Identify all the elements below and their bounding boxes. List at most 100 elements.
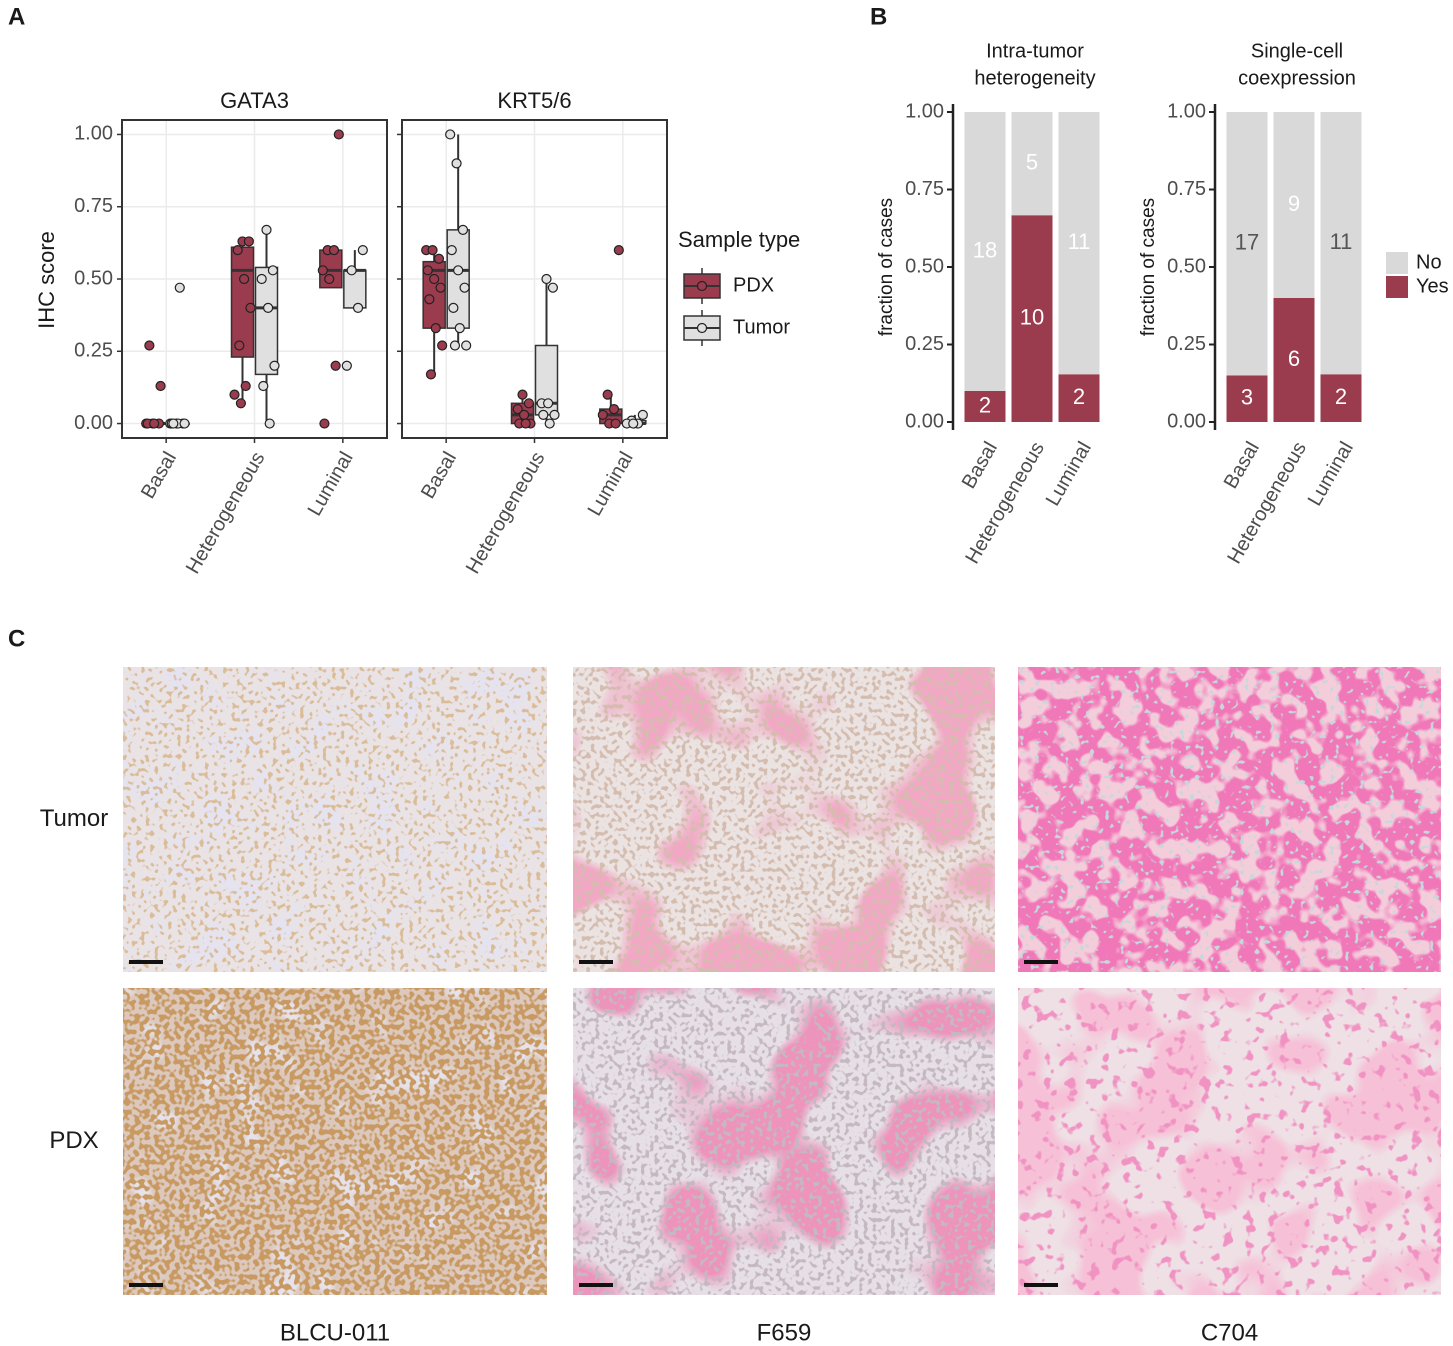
x-tick-label: Basal bbox=[137, 448, 181, 502]
point bbox=[435, 282, 446, 293]
point bbox=[427, 244, 438, 256]
bar-segment bbox=[1273, 112, 1315, 298]
count-label: 11 bbox=[1068, 229, 1091, 254]
point bbox=[538, 409, 549, 420]
point bbox=[264, 418, 275, 429]
point bbox=[149, 418, 160, 429]
bar-segment bbox=[1058, 112, 1100, 375]
point bbox=[243, 236, 254, 247]
point bbox=[267, 265, 278, 276]
scale-bar bbox=[129, 1283, 163, 1287]
point bbox=[445, 129, 456, 140]
point bbox=[547, 282, 559, 293]
x-tick-label: Heterogeneous bbox=[462, 448, 549, 577]
point bbox=[256, 273, 267, 285]
bar-segment bbox=[1058, 374, 1100, 422]
point bbox=[430, 323, 441, 334]
count-label: 3 bbox=[1241, 385, 1253, 410]
column-label: F659 bbox=[757, 1319, 812, 1346]
point bbox=[437, 340, 448, 351]
point bbox=[155, 380, 166, 392]
column-label: C704 bbox=[1201, 1319, 1258, 1346]
scale-bar bbox=[1024, 960, 1058, 964]
micrograph-texture bbox=[123, 988, 547, 1295]
point bbox=[433, 253, 445, 264]
count-label: 5 bbox=[1026, 149, 1038, 174]
micrograph-texture bbox=[573, 988, 995, 1295]
point bbox=[341, 360, 352, 371]
plot-border bbox=[121, 119, 388, 439]
point bbox=[346, 265, 357, 276]
facet-title: KRT5/6 bbox=[497, 88, 571, 113]
point bbox=[330, 360, 341, 371]
point bbox=[179, 418, 190, 429]
y-tick-label: 0.00 bbox=[905, 410, 944, 432]
point bbox=[229, 389, 240, 400]
point bbox=[517, 389, 528, 400]
legend-label: Yes bbox=[1416, 275, 1449, 297]
legend-point bbox=[696, 322, 708, 334]
legend-label: No bbox=[1416, 251, 1442, 273]
x-tick-label: Heterogeneous bbox=[182, 448, 269, 577]
facet-title: GATA3 bbox=[220, 88, 289, 113]
count-label: 17 bbox=[1235, 230, 1259, 255]
bar-segment bbox=[1320, 374, 1362, 422]
point bbox=[457, 224, 469, 235]
y-tick-label: 0.75 bbox=[905, 178, 944, 200]
y-tick-label: 0.50 bbox=[905, 255, 944, 277]
bar-segment bbox=[1011, 112, 1053, 216]
point bbox=[454, 323, 465, 334]
point bbox=[602, 389, 613, 400]
y-tick-label: 0.00 bbox=[1167, 410, 1206, 432]
point bbox=[544, 418, 555, 429]
bar-segment bbox=[964, 112, 1006, 391]
point bbox=[422, 265, 433, 276]
count-label: 2 bbox=[1335, 384, 1347, 409]
point bbox=[512, 403, 523, 415]
x-tick-label: Basal bbox=[1220, 438, 1264, 492]
point bbox=[523, 398, 535, 409]
point bbox=[261, 224, 272, 235]
point bbox=[357, 244, 368, 256]
point bbox=[608, 403, 620, 415]
x-tick-label: Basal bbox=[958, 438, 1002, 492]
point bbox=[542, 398, 554, 409]
point bbox=[549, 409, 560, 420]
x-tick-label: Basal bbox=[417, 448, 461, 502]
scale-bar bbox=[1024, 1283, 1058, 1287]
micrograph-texture bbox=[1018, 667, 1441, 972]
point bbox=[424, 294, 435, 305]
scale-bar bbox=[129, 960, 163, 964]
legend-title: Sample type bbox=[678, 227, 800, 252]
bar-segment bbox=[964, 391, 1006, 422]
count-label: 10 bbox=[1020, 304, 1044, 329]
count-label: 18 bbox=[973, 237, 997, 262]
point bbox=[240, 380, 251, 392]
point bbox=[449, 340, 461, 351]
x-tick-label: Luminal bbox=[1042, 438, 1096, 510]
y-tick-label: 0.75 bbox=[1167, 178, 1206, 200]
y-tick-label: 0.75 bbox=[74, 195, 113, 217]
point bbox=[235, 398, 246, 409]
point bbox=[245, 302, 256, 314]
y-axis-label: fraction of cases bbox=[1138, 198, 1159, 336]
box bbox=[254, 266, 279, 376]
point bbox=[174, 282, 185, 293]
bar-segment bbox=[1011, 215, 1053, 422]
y-tick-label: 0.25 bbox=[905, 333, 944, 355]
count-label: 9 bbox=[1288, 191, 1300, 216]
facet-title: Single-cell bbox=[1251, 40, 1343, 62]
scale-bar bbox=[579, 1283, 613, 1287]
y-tick-label: 0.50 bbox=[1167, 255, 1206, 277]
point bbox=[610, 418, 621, 429]
legend-key bbox=[1386, 276, 1408, 298]
count-label: 6 bbox=[1288, 346, 1300, 371]
y-tick-label: 0.00 bbox=[74, 412, 113, 434]
count-label: 11 bbox=[1330, 229, 1353, 254]
legend-point bbox=[696, 280, 708, 292]
y-tick-label: 1.00 bbox=[1167, 100, 1206, 122]
point bbox=[541, 273, 552, 285]
y-tick-label: 0.50 bbox=[74, 267, 113, 289]
